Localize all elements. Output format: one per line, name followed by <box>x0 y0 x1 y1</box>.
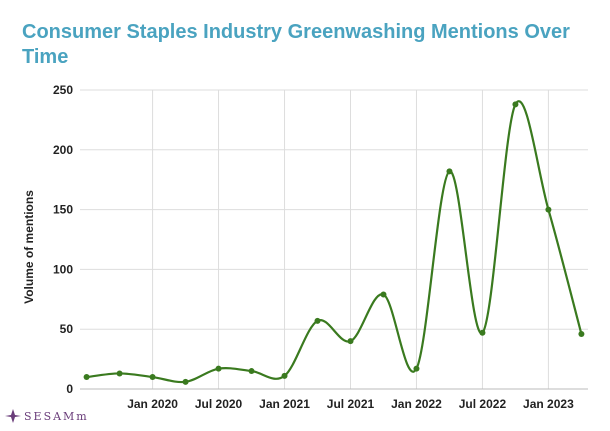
data-point <box>446 168 453 175</box>
y-tick-label: 0 <box>66 382 73 396</box>
data-point <box>248 368 255 375</box>
y-tick-label: 100 <box>53 262 73 276</box>
data-point <box>347 338 354 345</box>
x-tick-label: Jul 2022 <box>459 397 507 411</box>
data-points <box>83 101 585 385</box>
y-tick-label: 200 <box>53 143 73 157</box>
series-line <box>86 100 583 384</box>
data-point <box>149 374 156 381</box>
y-axis-label: Volume of mentions <box>22 190 36 304</box>
x-tick-label: Jul 2021 <box>327 397 375 411</box>
data-point <box>380 291 387 298</box>
x-axis-ticks: Jan 2020 Jul 2020 Jan 2021 Jul 2021 Jan 2022… <box>127 397 574 411</box>
x-tick-label: Jan 2022 <box>391 397 442 411</box>
y-tick-label: 50 <box>60 322 74 336</box>
data-point <box>314 317 321 324</box>
y-tick-label: 250 <box>53 83 73 97</box>
chart-title: Consumer Staples Industry Greenwashing M… <box>22 21 570 68</box>
data-point <box>281 372 288 379</box>
x-tick-label: Jan 2020 <box>127 397 178 411</box>
data-point <box>182 378 189 385</box>
y-axis-ticks: 0 50 100 150 200 250 <box>53 83 73 396</box>
data-point <box>578 330 585 337</box>
x-tick-label: Jul 2020 <box>195 397 243 411</box>
data-point <box>116 370 123 377</box>
data-point <box>83 374 90 381</box>
y-tick-label: 150 <box>53 203 73 217</box>
data-point <box>512 101 519 108</box>
data-point <box>413 365 420 372</box>
x-tick-label: Jan 2021 <box>259 397 310 411</box>
grid-lines <box>80 89 588 389</box>
x-tick-label: Jan 2023 <box>523 397 574 411</box>
data-point <box>545 206 552 213</box>
data-point <box>215 365 222 372</box>
logo-mark-icon <box>5 409 21 423</box>
data-point <box>479 329 486 336</box>
sesamm-logo: SESAMm <box>4 407 89 425</box>
logo-text: SESAMm <box>24 409 89 423</box>
